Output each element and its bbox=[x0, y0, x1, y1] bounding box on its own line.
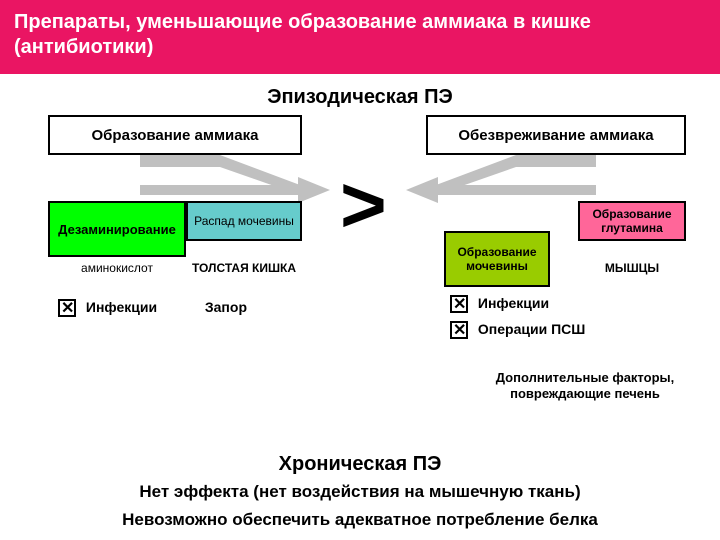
label-extra-factors: Дополнительные факторы, повреждающие печ… bbox=[490, 370, 680, 401]
subheader-chronic: Хроническая ПЭ bbox=[0, 453, 720, 476]
diagram-area: Образование аммиака Обезвреживание аммиа… bbox=[0, 109, 720, 359]
checkbox-x-icon bbox=[450, 295, 468, 313]
box-neutralization: Обезвреживание аммиака bbox=[426, 115, 686, 155]
label-deamin-top: Дезаминирование bbox=[58, 222, 176, 237]
checkbox-x-icon bbox=[58, 299, 76, 317]
bullet-row-right-1: Инфекции bbox=[450, 295, 549, 313]
slide-header: Препараты, уменьшающие образование аммиа… bbox=[0, 0, 720, 74]
bottom-text-2: Невозможно обеспечить адекватное потребл… bbox=[0, 508, 720, 532]
box-urea-breakdown: Распад мочевины bbox=[186, 201, 302, 241]
box-deamination: Дезаминирование bbox=[48, 201, 186, 257]
label-constipation: Запор bbox=[205, 299, 247, 315]
label-infections-left: Инфекции bbox=[86, 299, 157, 315]
bottom-text-1: Нет эффекта (нет воздействия на мышечную… bbox=[0, 480, 720, 504]
bullet-row-left: Инфекции Запор bbox=[58, 299, 247, 317]
checkbox-x-icon bbox=[450, 321, 468, 339]
label-operations: Операции ПСШ bbox=[478, 321, 585, 337]
box-glutamine: Образование глутамина bbox=[578, 201, 686, 241]
label-aminoacids: аминокислот bbox=[48, 261, 186, 275]
bullet-row-right-2: Операции ПСШ bbox=[450, 321, 585, 339]
label-muscle: МЫШЦЫ bbox=[578, 261, 686, 275]
label-colon: ТОЛСТАЯ КИШКА bbox=[186, 261, 302, 275]
greater-than-symbol: > bbox=[340, 159, 387, 251]
label-infections-right: Инфекции bbox=[478, 295, 549, 311]
box-urea-formation: Образование мочевины bbox=[444, 231, 550, 287]
subheader-episodic: Эпизодическая ПЭ bbox=[0, 86, 720, 109]
box-formation: Образование аммиака bbox=[48, 115, 302, 155]
